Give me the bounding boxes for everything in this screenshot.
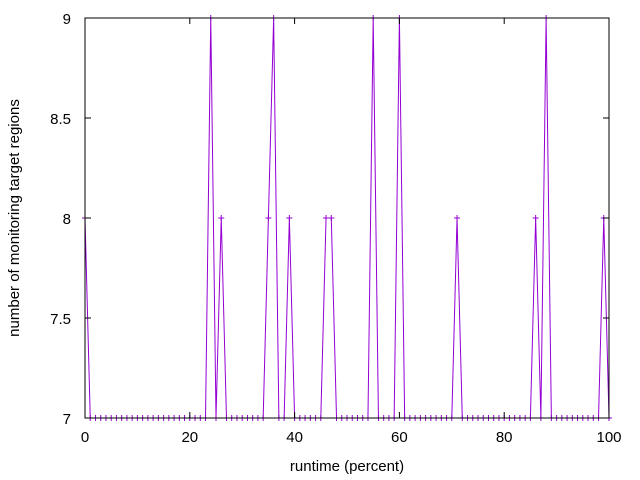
plot-frame: [84, 17, 610, 419]
x-tick-label: 40: [286, 429, 303, 446]
data-point: [532, 215, 539, 221]
x-tick-label: 20: [181, 429, 198, 446]
x-tick-label: 80: [496, 429, 513, 446]
x-axis-label: runtime (percent): [290, 458, 404, 475]
x-tick-label: 60: [391, 429, 408, 446]
data-point: [454, 215, 461, 221]
data-point: [218, 215, 225, 221]
plot-series-layer: [82, 15, 612, 421]
y-tick-label: 8: [63, 211, 71, 228]
y-axis-label: number of monitoring target regions: [6, 99, 23, 337]
data-point: [265, 215, 272, 221]
y-tick-label: 9: [63, 11, 71, 28]
x-tick-label: 100: [596, 429, 621, 446]
data-point: [328, 215, 335, 221]
y-tick-label: 7.5: [50, 311, 71, 328]
y-tick-label: 7: [63, 411, 71, 428]
data-point: [286, 215, 293, 221]
series-line: [84, 17, 610, 419]
x-tick-label: 0: [81, 429, 89, 446]
y-tick-label: 8.5: [50, 111, 71, 128]
axis-ticks-layer: 0 20 40 60 80 100 7 7.5 8 8.5 9: [50, 11, 621, 446]
data-point: [323, 215, 330, 221]
